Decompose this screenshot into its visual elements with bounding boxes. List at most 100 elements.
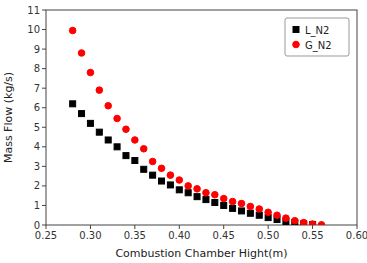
legend-box	[285, 18, 349, 56]
point	[105, 102, 112, 109]
x-tick	[357, 225, 358, 229]
x-tick-label: 0.55	[301, 230, 323, 241]
point	[70, 101, 76, 107]
point	[132, 137, 139, 144]
legend-label: L_N2	[305, 25, 329, 37]
y-tick-label: 7	[34, 83, 40, 94]
legend-marker	[293, 41, 300, 48]
x-tick-label: 0.30	[79, 230, 101, 241]
point	[292, 217, 299, 224]
x-tick-label: 0.35	[124, 230, 146, 241]
point	[274, 212, 281, 219]
point	[203, 197, 209, 203]
point	[159, 178, 165, 184]
y-tick-label: 1	[34, 200, 40, 211]
y-tick	[42, 205, 46, 206]
x-tick-label: 0.40	[168, 230, 190, 241]
point	[149, 158, 156, 165]
y-tick-label: 2	[34, 180, 40, 191]
point	[87, 69, 94, 76]
point	[176, 187, 182, 193]
point	[114, 144, 120, 150]
legend-label: G_N2	[305, 40, 332, 52]
point	[69, 27, 76, 34]
series	[70, 101, 316, 225]
y-tick	[42, 88, 46, 89]
y-tick-label: 11	[27, 5, 40, 16]
x-tick	[268, 225, 269, 229]
x-tick	[90, 225, 91, 229]
x-tick	[179, 225, 180, 229]
plot-area	[69, 27, 324, 225]
point	[167, 172, 174, 179]
point	[230, 205, 236, 211]
point	[194, 194, 200, 200]
point	[185, 183, 192, 190]
point	[96, 129, 102, 135]
plot-frame	[46, 10, 357, 225]
point	[194, 186, 201, 193]
y-tick-label: 8	[34, 63, 40, 74]
y-tick	[42, 68, 46, 69]
x-tick	[134, 225, 135, 229]
point	[247, 203, 254, 210]
point	[176, 177, 183, 184]
series	[69, 27, 324, 225]
chart: 0.250.300.350.400.450.500.550.6001234567…	[0, 0, 367, 263]
point	[309, 221, 316, 225]
point	[114, 115, 121, 122]
point	[238, 200, 245, 207]
point	[87, 120, 93, 126]
legend-marker	[293, 27, 299, 33]
point	[158, 165, 165, 172]
x-tick	[223, 225, 224, 229]
point	[265, 209, 272, 216]
x-tick	[312, 225, 313, 229]
point	[203, 189, 210, 196]
y-tick	[42, 29, 46, 30]
point	[96, 87, 103, 94]
point	[318, 222, 325, 225]
legend: L_N2 G_N2	[285, 18, 349, 56]
point	[132, 158, 138, 164]
point	[185, 190, 191, 196]
point	[167, 182, 173, 188]
y-tick	[42, 127, 46, 128]
point	[140, 145, 147, 152]
point	[220, 195, 227, 202]
point	[229, 198, 236, 205]
x-tick	[46, 225, 47, 229]
point	[212, 200, 218, 206]
y-tick	[42, 146, 46, 147]
point	[256, 212, 262, 218]
x-tick-label: 0.50	[257, 230, 279, 241]
point	[212, 191, 219, 198]
point	[150, 172, 156, 178]
y-tick	[42, 166, 46, 167]
point	[221, 202, 227, 208]
y-tick	[42, 225, 46, 226]
point	[300, 219, 307, 225]
point	[105, 137, 111, 143]
y-tick	[42, 10, 46, 11]
x-tick-label: 0.25	[35, 230, 57, 241]
x-tick-label: 0.60	[346, 230, 367, 241]
point	[256, 206, 263, 213]
y-tick	[42, 107, 46, 108]
point	[141, 166, 147, 172]
y-tick-label: 6	[34, 102, 40, 113]
x-tick-label: 0.45	[213, 230, 235, 241]
y-tick-label: 9	[34, 44, 40, 55]
y-tick	[42, 185, 46, 186]
point	[79, 111, 85, 117]
axes: 0.250.300.350.400.450.500.550.6001234567…	[27, 5, 367, 242]
y-tick-label: 10	[27, 24, 40, 35]
point	[310, 222, 316, 225]
y-tick-label: 0	[34, 220, 40, 231]
y-tick-label: 5	[34, 122, 40, 133]
y-axis-label: Mass Flow (kg/s)	[2, 72, 15, 163]
point	[123, 126, 130, 133]
point	[247, 210, 253, 216]
y-tick-label: 4	[34, 141, 40, 152]
y-tick	[42, 49, 46, 50]
